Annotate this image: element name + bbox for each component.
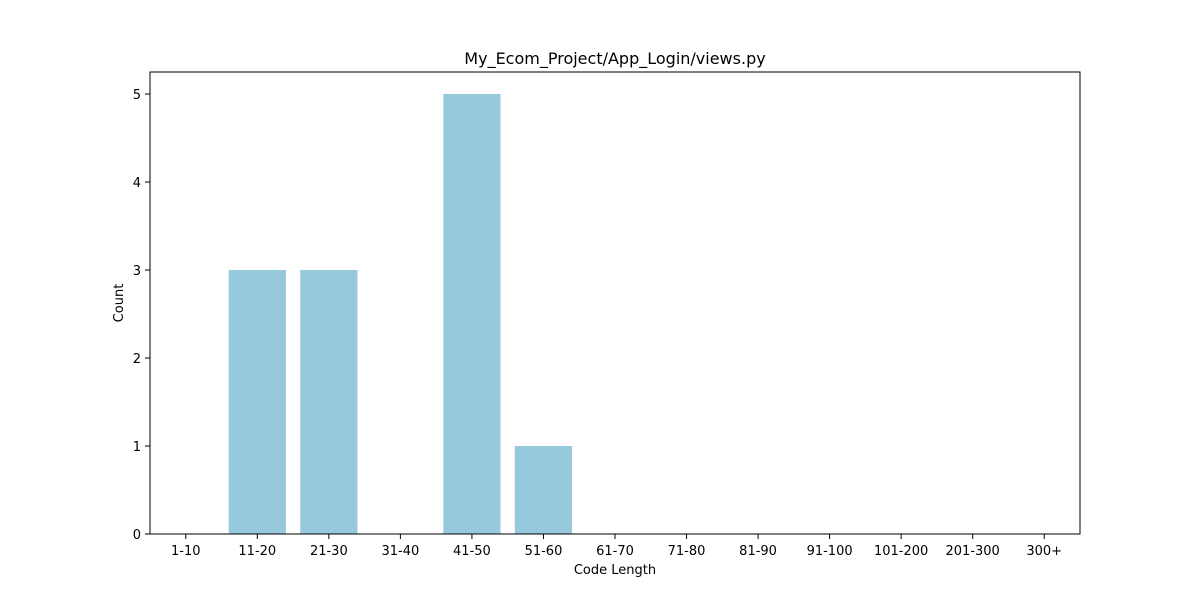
bar-41-50 [443, 94, 500, 534]
x-tick-label: 201-300 [946, 544, 1000, 559]
bar-11-20 [229, 270, 286, 534]
x-tick-label: 31-40 [381, 544, 419, 559]
x-tick-label: 11-20 [238, 544, 276, 559]
bar-21-30 [300, 270, 357, 534]
x-tick-label: 71-80 [668, 544, 706, 559]
x-tick-label: 300+ [1026, 544, 1062, 559]
bars [229, 94, 572, 534]
x-tick-label: 21-30 [310, 544, 348, 559]
x-tick-label: 41-50 [453, 544, 491, 559]
y-axis-ticks: 0 1 2 3 4 5 [133, 88, 150, 543]
plot-area-frame [150, 72, 1080, 534]
x-tick-label: 91-100 [807, 544, 853, 559]
x-tick-label: 51-60 [525, 544, 563, 559]
x-axis-ticks: 1-10 11-20 21-30 31-40 41-50 51-60 61-70 71-80 8… [171, 534, 1062, 559]
chart-title: My_Ecom_Project/App_Login/views.py [464, 49, 765, 69]
y-tick-label: 5 [133, 88, 141, 103]
x-tick-label: 81-90 [739, 544, 777, 559]
x-tick-label: 61-70 [596, 544, 634, 559]
y-tick-label: 1 [133, 440, 141, 455]
x-axis-label: Code Length [574, 563, 656, 578]
y-tick-label: 0 [133, 528, 141, 543]
bar-51-60 [515, 446, 572, 534]
y-tick-label: 2 [133, 352, 141, 367]
y-tick-label: 3 [133, 264, 141, 279]
y-axis-label: Count [112, 284, 127, 323]
x-tick-label: 101-200 [874, 544, 928, 559]
x-tick-label: 1-10 [171, 544, 201, 559]
y-tick-label: 4 [133, 176, 141, 191]
